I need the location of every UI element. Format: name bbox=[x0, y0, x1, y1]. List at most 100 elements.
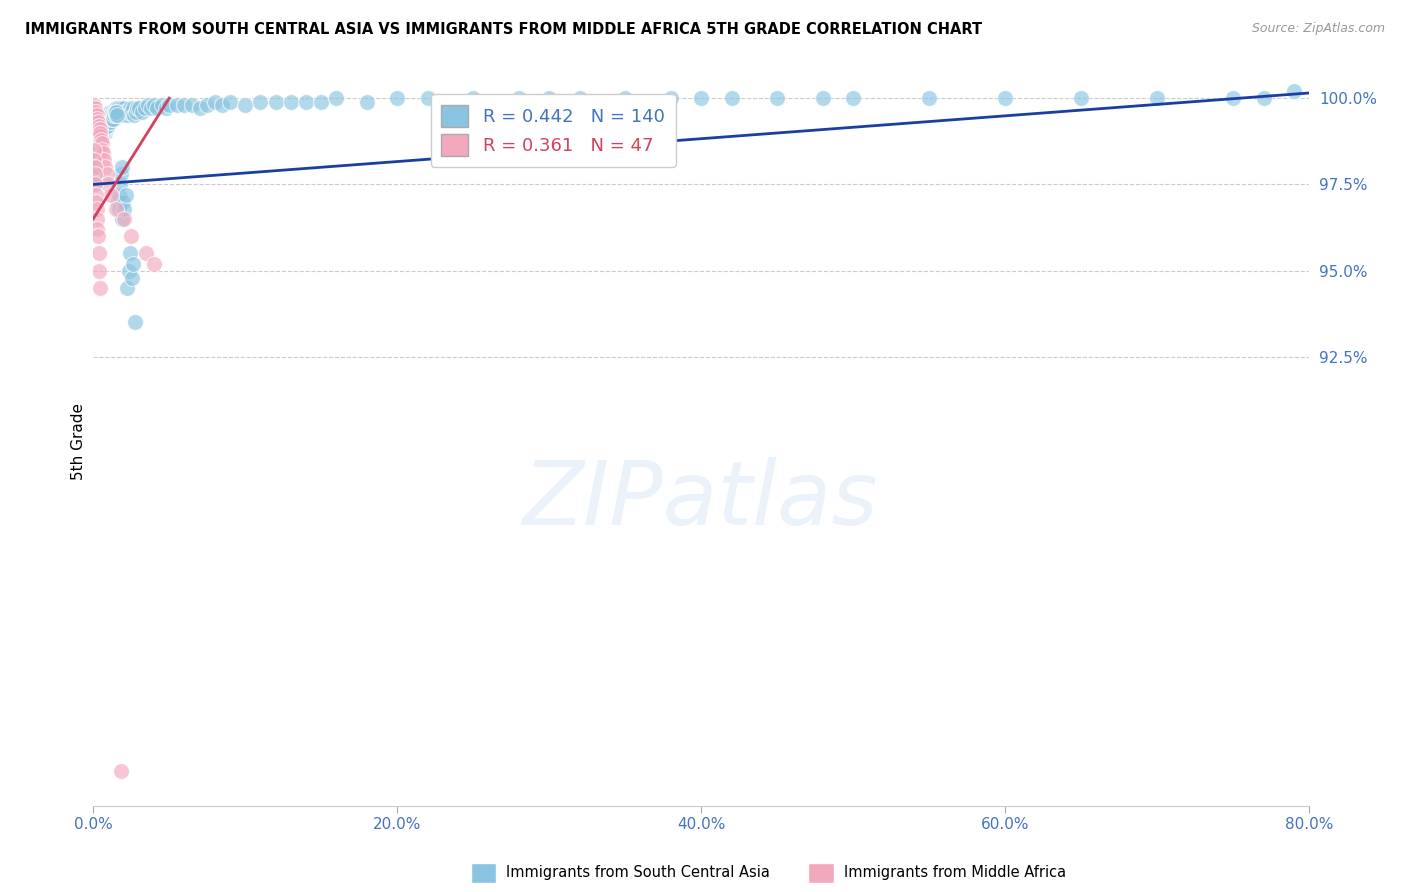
Point bbox=[83, 143, 105, 157]
Point bbox=[89, 281, 111, 295]
Point bbox=[105, 108, 128, 122]
Point bbox=[111, 160, 134, 174]
Point bbox=[356, 95, 378, 109]
Point bbox=[87, 229, 110, 244]
Point bbox=[105, 108, 128, 122]
Point bbox=[89, 122, 111, 136]
Point bbox=[93, 115, 115, 129]
Point bbox=[120, 246, 142, 260]
Point bbox=[136, 98, 159, 112]
Point bbox=[146, 102, 169, 116]
Point bbox=[103, 112, 125, 126]
Text: Immigrants from South Central Asia: Immigrants from South Central Asia bbox=[506, 865, 770, 880]
Point bbox=[89, 126, 111, 140]
Point bbox=[115, 187, 138, 202]
Point bbox=[107, 202, 129, 216]
Point bbox=[97, 108, 120, 122]
Point bbox=[103, 105, 125, 120]
Point bbox=[83, 98, 105, 112]
Point bbox=[96, 167, 118, 181]
Point bbox=[249, 95, 271, 109]
Point bbox=[107, 102, 129, 116]
Point bbox=[83, 102, 105, 116]
Point bbox=[86, 222, 108, 236]
Point bbox=[127, 102, 149, 116]
Text: Source: ZipAtlas.com: Source: ZipAtlas.com bbox=[1251, 22, 1385, 36]
Point bbox=[155, 102, 177, 116]
Point bbox=[87, 122, 110, 136]
Point bbox=[84, 102, 107, 116]
Point bbox=[143, 98, 166, 112]
Point bbox=[101, 108, 124, 122]
Point bbox=[918, 91, 941, 105]
Point bbox=[97, 119, 120, 133]
Point bbox=[86, 160, 108, 174]
Point bbox=[84, 143, 107, 157]
Point bbox=[89, 129, 111, 144]
Point bbox=[188, 102, 211, 116]
Point bbox=[84, 167, 107, 181]
Point bbox=[135, 246, 157, 260]
Point bbox=[1222, 91, 1244, 105]
Point bbox=[1070, 91, 1092, 105]
Point bbox=[659, 91, 682, 105]
Point bbox=[122, 257, 145, 271]
Point bbox=[86, 108, 108, 122]
Point bbox=[131, 105, 153, 120]
Point bbox=[86, 211, 108, 226]
Point bbox=[91, 146, 114, 161]
Point bbox=[90, 136, 112, 150]
Point bbox=[120, 105, 142, 120]
Point bbox=[114, 105, 136, 120]
Point bbox=[295, 95, 318, 109]
Point bbox=[97, 178, 120, 192]
Point bbox=[416, 91, 439, 105]
Point bbox=[86, 115, 108, 129]
Point bbox=[83, 105, 105, 120]
Point bbox=[89, 263, 111, 277]
Point bbox=[110, 764, 132, 778]
Point bbox=[89, 126, 111, 140]
Point bbox=[90, 126, 112, 140]
Point bbox=[91, 126, 114, 140]
Text: IMMIGRANTS FROM SOUTH CENTRAL ASIA VS IMMIGRANTS FROM MIDDLE AFRICA 5TH GRADE CO: IMMIGRANTS FROM SOUTH CENTRAL ASIA VS IM… bbox=[25, 22, 983, 37]
Point bbox=[84, 108, 107, 122]
Point bbox=[121, 270, 143, 285]
Point bbox=[87, 246, 110, 260]
Point bbox=[104, 108, 127, 122]
Point bbox=[90, 132, 112, 146]
Point bbox=[83, 153, 105, 168]
Point bbox=[83, 153, 105, 168]
Point bbox=[97, 112, 120, 126]
Point bbox=[568, 91, 591, 105]
Point bbox=[101, 105, 124, 120]
Point bbox=[90, 129, 112, 144]
Point bbox=[108, 105, 131, 120]
Point bbox=[91, 143, 114, 157]
Point bbox=[94, 160, 117, 174]
Text: Immigrants from Middle Africa: Immigrants from Middle Africa bbox=[844, 865, 1066, 880]
Point bbox=[118, 263, 141, 277]
Point bbox=[112, 202, 135, 216]
Point bbox=[994, 91, 1017, 105]
Point bbox=[811, 91, 834, 105]
Point bbox=[101, 108, 124, 122]
Point bbox=[86, 126, 108, 140]
Point bbox=[100, 112, 122, 126]
Point bbox=[181, 98, 204, 112]
Point bbox=[112, 194, 135, 209]
Point bbox=[103, 112, 125, 126]
Point bbox=[100, 112, 122, 126]
Point bbox=[86, 112, 108, 126]
Point bbox=[94, 126, 117, 140]
Point bbox=[97, 115, 120, 129]
Point bbox=[108, 187, 131, 202]
Point bbox=[110, 178, 132, 192]
Point bbox=[280, 95, 302, 109]
Point bbox=[104, 202, 127, 216]
Point bbox=[104, 105, 127, 120]
Point bbox=[87, 119, 110, 133]
Point bbox=[115, 108, 138, 122]
Point bbox=[93, 119, 115, 133]
Point bbox=[93, 122, 115, 136]
